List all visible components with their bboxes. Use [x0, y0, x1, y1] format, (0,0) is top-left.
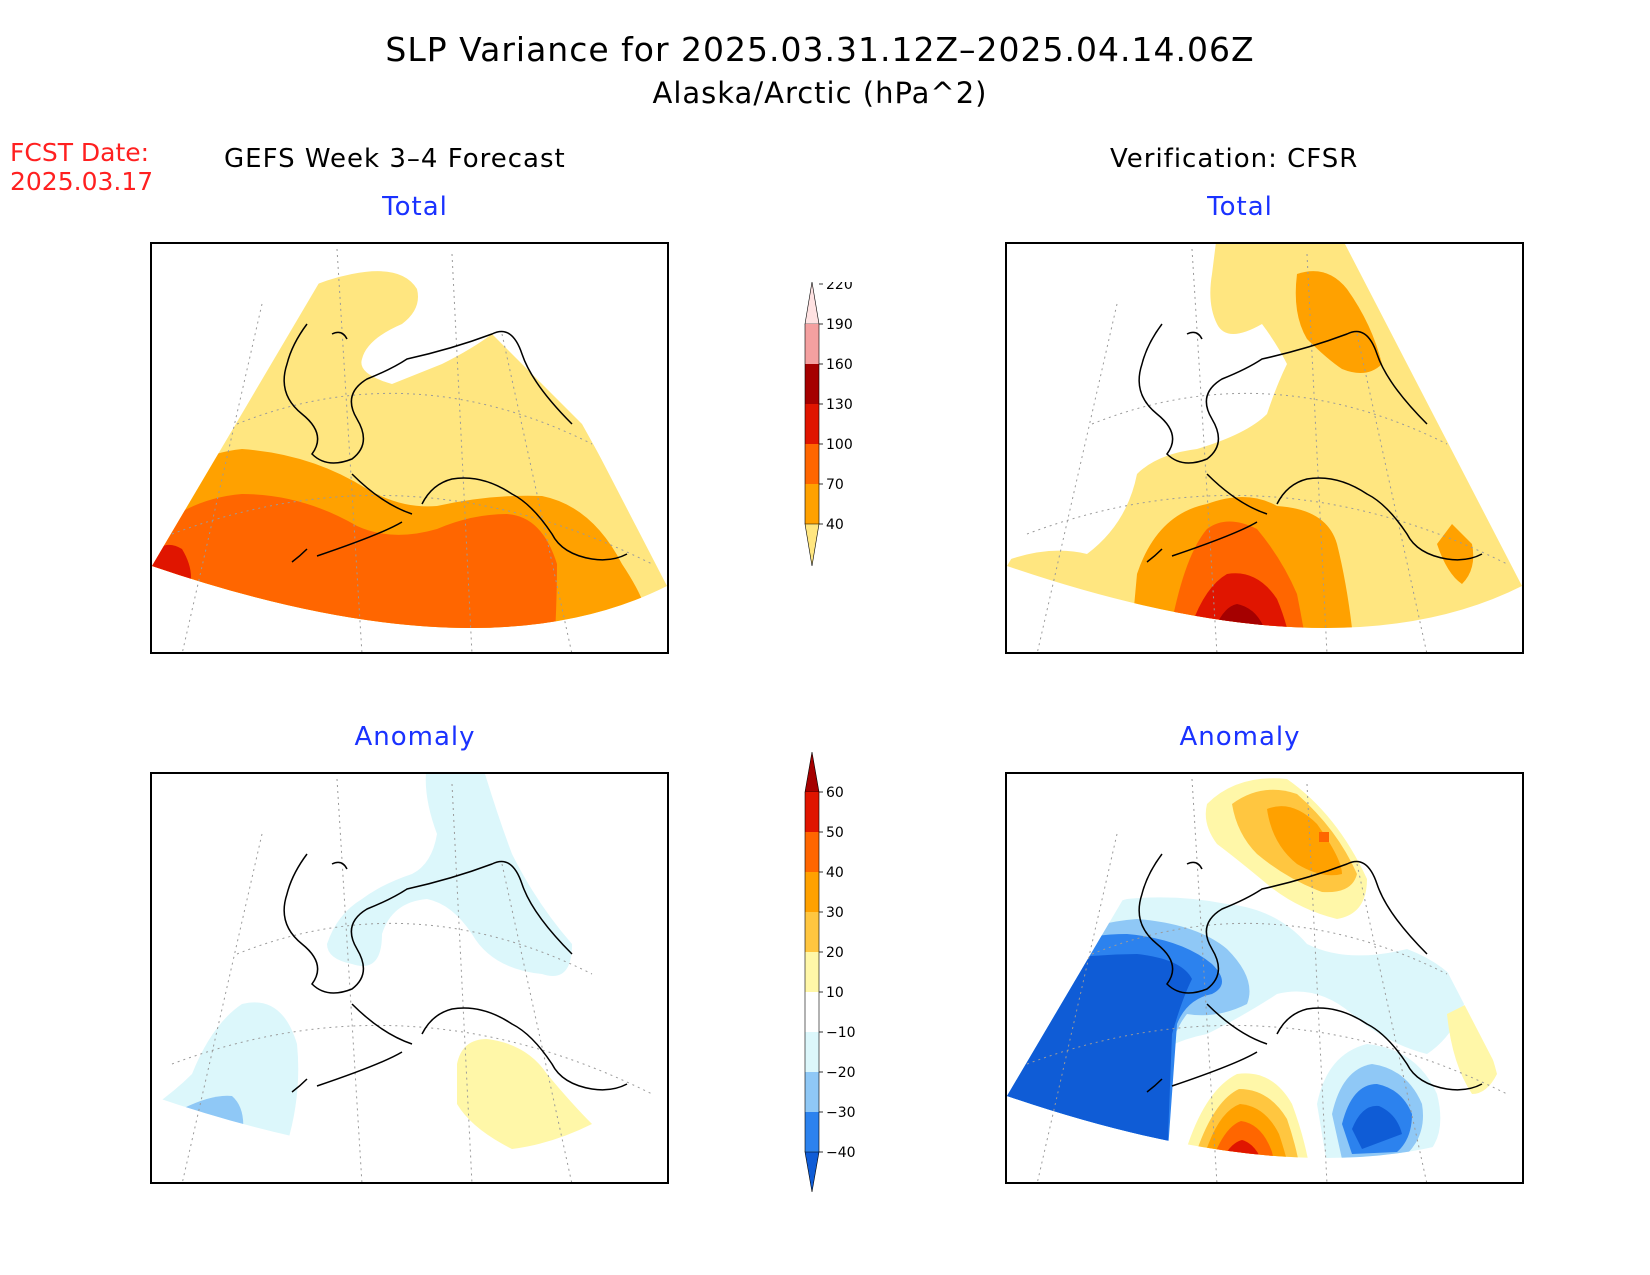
- colorbar-total-tick-label: 100: [826, 437, 853, 453]
- colorbar-anomaly-bottom-tip: [804, 1151, 820, 1193]
- colorbar-anomaly-tick-label: 50: [826, 825, 844, 841]
- colorbar-anomaly-segment: [805, 952, 819, 992]
- forecast-date: FCST Date: 2025.03.17: [10, 138, 153, 196]
- contour-minus-east-40: [1352, 1105, 1402, 1149]
- colorbar-anomaly-segment: [805, 992, 819, 1032]
- colorbar-anomaly-tick-label: 60: [826, 785, 844, 801]
- panel-title-verification-anomaly: Anomaly: [1179, 722, 1301, 752]
- colorbar-total-segment: [805, 484, 819, 524]
- colorbar-total-segment: [805, 444, 819, 484]
- contour-minus10-minus20-north: [327, 774, 572, 976]
- colorbar-total: 40 70 100 130 160 190 220: [804, 282, 853, 567]
- map-panel-verification-anomaly: [1005, 772, 1524, 1184]
- forecast-date-label: FCST Date:: [10, 138, 150, 167]
- colorbar-anomaly-tick-label: −10: [826, 1025, 856, 1041]
- colorbar-total-tick-label: 130: [826, 397, 853, 413]
- contour-positive-north-30: [1267, 806, 1342, 876]
- column-heading-verification: Verification: CFSR: [1110, 144, 1359, 174]
- colorbar-anomaly-segment: [805, 1112, 819, 1152]
- map-forecast-total: [152, 248, 667, 652]
- coastline: [283, 323, 628, 563]
- column-heading-forecast: GEFS Week 3–4 Forecast: [224, 144, 566, 174]
- graticule: [1026, 248, 1508, 652]
- colorbar-total-tick-label: 70: [826, 477, 844, 493]
- colorbar-anomaly-tick-label: −40: [826, 1145, 856, 1161]
- map-panel-forecast-total: [150, 242, 669, 654]
- panel-title-verification-total: Total: [1207, 192, 1273, 222]
- map-panel-forecast-anomaly: [150, 772, 669, 1184]
- colorbar-anomaly-tick-label: 40: [826, 865, 844, 881]
- colorbar-anomaly-tick-label: −20: [826, 1065, 856, 1081]
- contour-130-160: [1177, 573, 1297, 628]
- colorbar-anomaly-frame: [804, 792, 820, 1152]
- colorbar-total-segment: [805, 324, 819, 364]
- colorbar-total-tick-label: 40: [826, 517, 844, 533]
- colorbar-anomaly: −40 −30 −20 −10 10 20 30 40 50 60: [804, 752, 856, 1193]
- forecast-date-value: 2025.03.17: [10, 167, 154, 196]
- panel-title-forecast-total: Total: [382, 192, 448, 222]
- graticule: [171, 248, 653, 652]
- colorbar-anomaly-segment: [805, 1032, 819, 1072]
- coastline: [283, 853, 628, 1093]
- contour-below-minus40: [1007, 954, 1192, 1158]
- contour-positive-east-10: [1447, 1004, 1497, 1094]
- colorbar-anomaly-segment: [805, 872, 819, 912]
- colorbar-anomaly-segment: [805, 792, 819, 832]
- colorbar-anomaly-segment: [805, 1072, 819, 1112]
- colorbar-total-tick-label: 160: [826, 357, 853, 373]
- contour-minus10-minus20-west: [152, 1002, 299, 1148]
- coastline: [1138, 853, 1483, 1093]
- figure-title-line2: Alaska/Arctic (hPa^2): [652, 76, 988, 110]
- colorbar-anomaly-tick-label: 20: [826, 945, 844, 961]
- map-panel-verification-total: [1005, 242, 1524, 654]
- colorbar-total-tick-label: 220: [826, 282, 853, 293]
- colorbar-anomaly-tick-label: −30: [826, 1105, 856, 1121]
- colorbar-anomaly-tick-label: 10: [826, 985, 844, 1001]
- colorbar-anomaly-tick-label: 30: [826, 905, 844, 921]
- contour-positive-north-40: [1319, 832, 1329, 842]
- coastline: [1138, 323, 1483, 563]
- contour-70-100-east: [1437, 524, 1474, 584]
- colorbar-total-segment: [805, 404, 819, 444]
- colorbar-total-top-tip: [804, 282, 820, 325]
- graticule: [171, 778, 653, 1182]
- panel-title-forecast-anomaly: Anomaly: [354, 722, 476, 752]
- contour-100-130: [152, 494, 557, 628]
- map-forecast-anomaly: [152, 774, 653, 1182]
- map-verification-total: [1007, 244, 1522, 652]
- figure-title-line1: SLP Variance for 2025.03.31.12Z–2025.04.…: [385, 30, 1255, 69]
- colorbar-total-tick-label: 190: [826, 317, 853, 333]
- graticule: [1026, 778, 1508, 1182]
- colorbar-anomaly-segment: [805, 912, 819, 952]
- colorbar-total-segment: [805, 364, 819, 404]
- colorbar-anomaly-top-tip: [804, 752, 820, 793]
- colorbar-total-frame: [804, 324, 820, 524]
- colorbar-total-bottom-tip: [804, 523, 820, 567]
- map-verification-anomaly: [1007, 778, 1508, 1182]
- contour-10-20: [457, 1039, 592, 1149]
- contour-positive-south-50: [1212, 1140, 1269, 1158]
- colorbar-anomaly-segment: [805, 832, 819, 872]
